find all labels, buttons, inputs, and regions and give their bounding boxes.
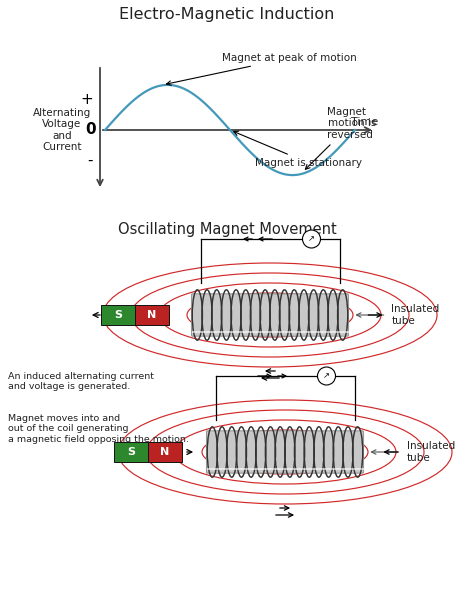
Text: Magnet
motion is
reversed: Magnet motion is reversed xyxy=(305,107,376,169)
Text: Insulated
tube: Insulated tube xyxy=(406,441,455,463)
Text: S: S xyxy=(127,447,135,457)
Bar xyxy=(148,442,182,462)
Bar xyxy=(114,442,148,462)
Text: Electro-Magnetic Induction: Electro-Magnetic Induction xyxy=(119,7,335,22)
Text: +: + xyxy=(80,92,93,107)
Text: -: - xyxy=(87,153,93,168)
Text: Oscillating Magnet Movement: Oscillating Magnet Movement xyxy=(118,222,336,237)
FancyBboxPatch shape xyxy=(207,431,364,473)
Circle shape xyxy=(318,367,335,385)
FancyBboxPatch shape xyxy=(192,294,349,336)
Circle shape xyxy=(303,230,320,248)
Text: Magnet is stationary: Magnet is stationary xyxy=(234,131,362,168)
Text: ↗: ↗ xyxy=(323,371,330,380)
Bar xyxy=(135,305,169,325)
Text: Alternating
Voltage
and
Current: Alternating Voltage and Current xyxy=(33,107,91,152)
Bar xyxy=(101,305,135,325)
Text: Time: Time xyxy=(351,117,379,127)
Text: N: N xyxy=(160,447,170,457)
Text: An induced alternating current
and voltage is generated.: An induced alternating current and volta… xyxy=(8,372,154,391)
Text: Insulated
tube: Insulated tube xyxy=(391,304,440,326)
Text: S: S xyxy=(114,310,122,320)
Text: N: N xyxy=(147,310,157,320)
Text: Magnet at peak of motion: Magnet at peak of motion xyxy=(167,53,357,85)
Text: 0: 0 xyxy=(86,122,96,137)
Text: ↗: ↗ xyxy=(308,235,315,244)
Text: Magnet moves into and
out of the coil generating
a magnetic field opposing the m: Magnet moves into and out of the coil ge… xyxy=(8,414,189,444)
